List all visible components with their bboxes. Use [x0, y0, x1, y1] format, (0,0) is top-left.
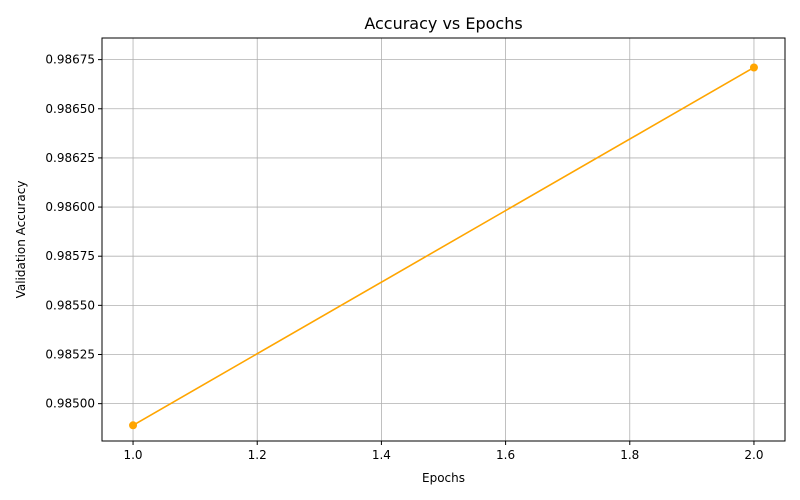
plot-frame: [101, 37, 786, 442]
y-tick-label: 0.98625: [45, 151, 95, 165]
y-tick-label: 0.98550: [45, 298, 95, 312]
series-line: [132, 66, 755, 426]
x-tick-label: 1.6: [496, 448, 515, 462]
y-tick-label: 0.98650: [45, 102, 95, 116]
y-tick-label: 0.98600: [45, 200, 95, 214]
chart-title: Accuracy vs Epochs: [364, 14, 522, 33]
x-tick-label: 1.2: [248, 448, 267, 462]
x-grid: [132, 38, 755, 441]
data-point: [749, 63, 758, 72]
data-point: [129, 421, 138, 430]
x-tick-label: 1.0: [123, 448, 142, 462]
x-tick-label: 1.4: [372, 448, 391, 462]
y-tick-label: 0.98500: [45, 397, 95, 411]
x-axis-label: Epochs: [422, 471, 465, 485]
x-tick-label: 2.0: [744, 448, 763, 462]
y-axis-ticks: 0.98500 0.98525 0.98550 0.98575 0.98600 0.986…: [45, 53, 102, 411]
y-tick-label: 0.98675: [45, 53, 95, 67]
y-tick-label: 0.98575: [45, 249, 95, 263]
series-layer: [129, 63, 758, 430]
x-axis-ticks: 1.0 1.2 1.4 1.6 1.8 2.0: [123, 441, 764, 462]
y-tick-label: 0.98525: [45, 348, 95, 362]
y-axis-label: Validation Accuracy: [14, 181, 28, 299]
x-tick-label: 1.8: [620, 448, 639, 462]
y-grid: [102, 59, 785, 405]
